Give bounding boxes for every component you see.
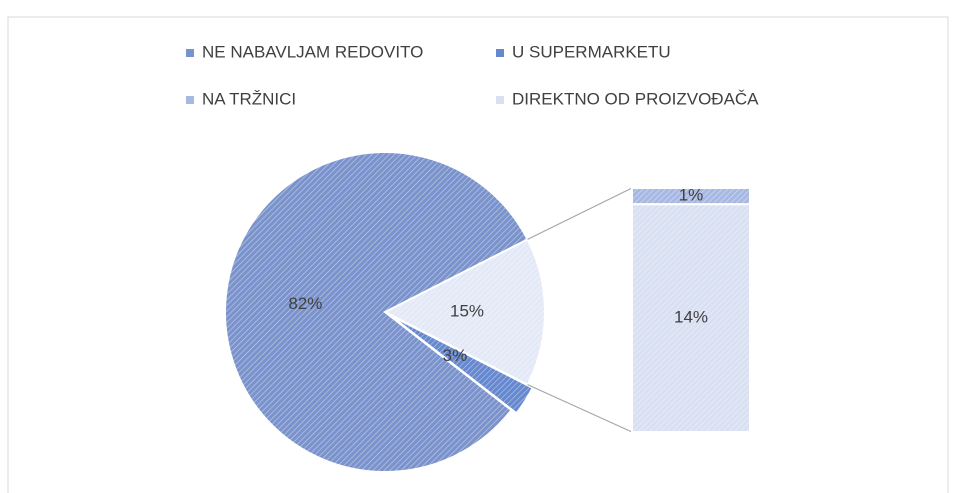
legend-label: DIREKTNO OD PROIZVOĐAČA bbox=[512, 89, 759, 108]
legend-label: U SUPERMARKETU bbox=[512, 42, 671, 61]
legend-swatch bbox=[186, 49, 194, 57]
data-label: 82% bbox=[288, 294, 322, 313]
connector bbox=[527, 187, 633, 240]
data-label: 1% bbox=[679, 186, 704, 205]
data-label: 14% bbox=[674, 308, 708, 327]
legend-swatch bbox=[496, 49, 504, 57]
legend-swatch bbox=[186, 96, 194, 104]
legend-label: NE NABAVLJAM REDOVITO bbox=[202, 42, 423, 61]
data-label: 15% bbox=[450, 301, 484, 320]
data-label: 3% bbox=[443, 346, 468, 365]
legend-swatch bbox=[496, 96, 504, 104]
chart-frame bbox=[7, 16, 949, 493]
connector bbox=[527, 384, 633, 433]
segment-hatch bbox=[632, 204, 750, 432]
legend-label: NA TRŽNICI bbox=[202, 89, 296, 108]
segment-hatch bbox=[632, 188, 750, 205]
